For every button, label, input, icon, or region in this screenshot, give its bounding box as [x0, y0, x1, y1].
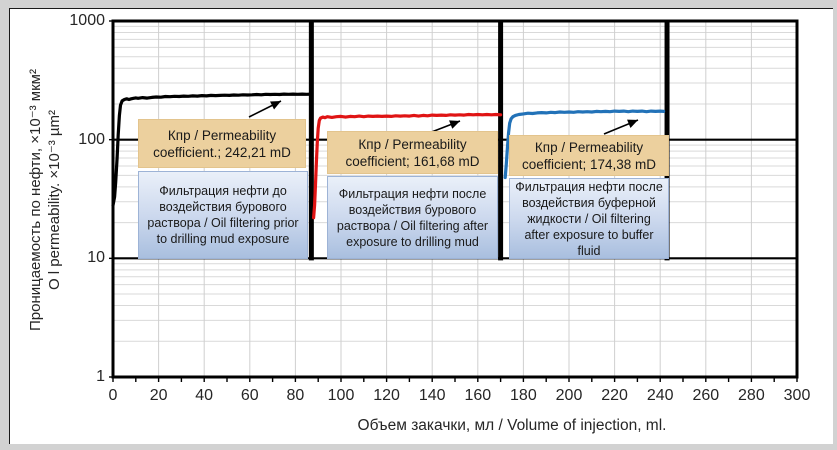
- x-tick-label-120: 120: [373, 387, 400, 404]
- annotation-description-2: Фильтрация нефти после воздействия буров…: [327, 176, 498, 259]
- x-tick-label-160: 160: [464, 387, 492, 404]
- annotation-arrowhead-1: [270, 101, 281, 110]
- x-tick-label-260: 260: [692, 387, 720, 404]
- x-tick-label-40: 40: [195, 387, 214, 404]
- series-line-2: [312, 112, 503, 220]
- annotation-description-1: Фильтрация нефти до воздействия бурового…: [138, 171, 308, 259]
- y-tick-label-10: 10: [87, 249, 105, 267]
- annotation-arrowhead-3: [627, 119, 638, 128]
- x-tick-label-240: 240: [646, 387, 674, 404]
- x-tick-label-280: 280: [738, 387, 765, 404]
- x-tick-label-220: 220: [601, 387, 628, 404]
- annotation-arrowhead-2: [449, 120, 460, 129]
- y-tick-label-1000: 1000: [69, 12, 105, 29]
- annotation-coefficient-1: Кпр / Permeability coefficient.; 242,21 …: [138, 119, 306, 168]
- y-axis-title-ru: Проницаемость по нефти, ×10⁻³ мкм²: [27, 69, 44, 331]
- x-axis-title: Объем закачки, мл / Volume of injection,…: [357, 417, 667, 434]
- y-axis-title-en: O l permeability. ×10⁻³ µm²: [46, 109, 63, 291]
- y-tick-label-1: 1: [96, 368, 105, 385]
- annotation-coefficient-3: Кпр / Permeability coefficient; 174,38 m…: [509, 135, 669, 176]
- series-line-1: [111, 92, 313, 207]
- annotation-description-3: Фильтрация нефти после воздействия буфер…: [509, 178, 669, 259]
- y-tick-label-100: 100: [78, 130, 105, 148]
- annotation-coefficient-2: Кпр / Permeability coefficient; 161,68 m…: [327, 131, 498, 174]
- x-tick-label-60: 60: [240, 387, 259, 404]
- x-tick-label-20: 20: [149, 387, 168, 404]
- x-tick-label-140: 140: [418, 387, 446, 404]
- series-line-3: [503, 109, 666, 180]
- x-tick-label-0: 0: [108, 387, 118, 404]
- x-tick-label-80: 80: [286, 387, 305, 404]
- x-tick-label-180: 180: [510, 387, 537, 404]
- x-tick-label-100: 100: [327, 387, 355, 404]
- x-tick-label-300: 300: [783, 387, 811, 404]
- y-axis-title: Проницаемость по нефти, ×10⁻³ мкм² O l p…: [26, 30, 64, 370]
- x-tick-label-200: 200: [555, 387, 583, 404]
